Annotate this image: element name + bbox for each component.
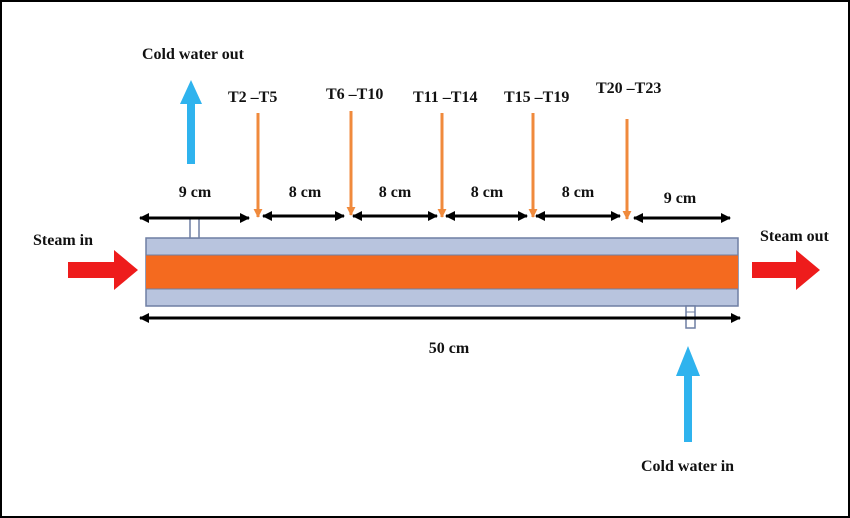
heat-exchanger (145, 217, 739, 329)
segment-label-2: 8 cm (288, 184, 322, 201)
segment-label-6: 9 cm (663, 190, 697, 207)
inner-steam-tube (146, 255, 738, 289)
cold-water-out-label: Cold water out (142, 46, 244, 63)
probe-label-4: T15 –T19 (504, 89, 570, 106)
segment-label-3: 8 cm (378, 184, 412, 201)
steam-in-label: Steam in (33, 232, 93, 249)
outlet-nozzle (189, 217, 200, 239)
probe-label-5: T20 –T23 (596, 80, 662, 97)
total-length-label: 50 cm (428, 340, 470, 357)
cold-water-in-label: Cold water in (641, 458, 735, 475)
probe-label-1: T2 –T5 (228, 89, 278, 106)
cold-water-out-arrow (180, 80, 202, 164)
cold-water-in-arrow (676, 346, 700, 442)
segment-label-1: 9 cm (178, 184, 212, 201)
steam-in-arrow (68, 250, 138, 290)
probe-arrows (253, 111, 632, 220)
segment-label-4: 8 cm (470, 184, 504, 201)
steam-out-arrow (752, 250, 820, 290)
segment-dimensions (139, 211, 731, 223)
probe-label-2: T6 –T10 (326, 86, 384, 103)
steam-out-label: Steam out (760, 228, 829, 245)
probe-label-3: T11 –T14 (413, 89, 478, 106)
segment-label-5: 8 cm (561, 184, 595, 201)
